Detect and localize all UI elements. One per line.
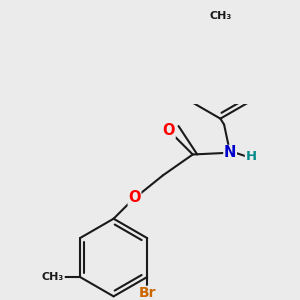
Text: N: N	[224, 146, 236, 160]
Text: O: O	[163, 123, 175, 138]
Text: Br: Br	[139, 286, 156, 300]
Text: CH₃: CH₃	[209, 11, 232, 21]
Text: CH₃: CH₃	[42, 272, 64, 282]
Text: O: O	[128, 190, 141, 205]
Text: H: H	[245, 150, 256, 163]
